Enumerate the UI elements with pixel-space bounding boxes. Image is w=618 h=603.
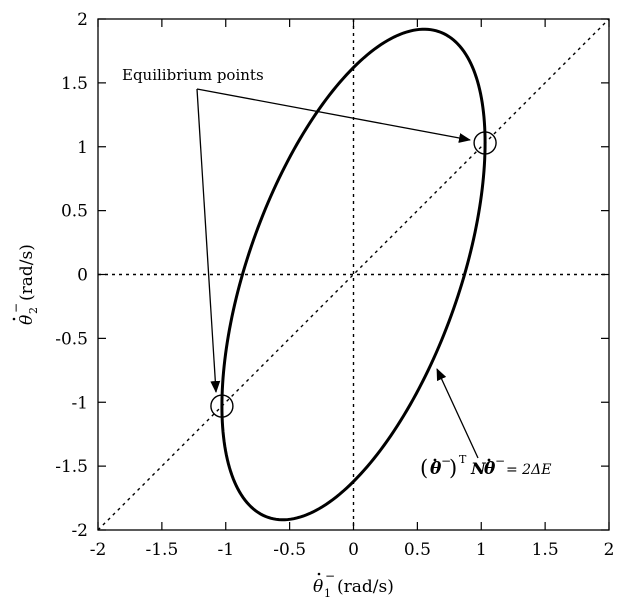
svg-text:−: − xyxy=(441,454,451,468)
y-tick-label: 1.5 xyxy=(61,74,88,94)
x-tick-label: 0.5 xyxy=(404,540,431,560)
svg-text:−: − xyxy=(9,303,23,313)
x-axis-label: θ 1 − (rad/s) xyxy=(313,569,394,600)
plot-frame xyxy=(97,18,610,531)
y-tick-label: -2 xyxy=(71,521,88,541)
y-tick-label: 0 xyxy=(77,266,88,286)
y-tick-label: 1 xyxy=(77,138,88,158)
x-tick-label: -1.5 xyxy=(145,540,178,560)
x-tick-label: 1.5 xyxy=(532,540,559,560)
y-tick-label: -1 xyxy=(71,393,88,413)
x-tick-label: 2 xyxy=(604,540,615,560)
svg-text:θ: θ xyxy=(430,459,442,479)
svg-text:1: 1 xyxy=(324,587,331,600)
svg-text:(rad/s): (rad/s) xyxy=(337,577,394,597)
svg-text:T: T xyxy=(459,453,467,466)
svg-text:−: − xyxy=(495,454,505,468)
equilibrium-point-marker xyxy=(473,131,497,155)
x-tick-label: -1 xyxy=(217,540,234,560)
svg-text:2: 2 xyxy=(27,307,40,314)
svg-text:−: − xyxy=(325,569,335,583)
reference-lines xyxy=(97,18,610,531)
y-tick-label: 2 xyxy=(77,10,88,30)
svg-text:θ: θ xyxy=(17,315,37,325)
x-tick-label: 1 xyxy=(476,540,487,560)
svg-text:= 2ΔE: = 2ΔE xyxy=(506,462,551,478)
equilibrium-label: Equilibrium points xyxy=(122,66,264,84)
equilibrium-point-marker xyxy=(210,394,234,418)
equilibrium-arrow-upper xyxy=(196,88,471,143)
x-tick-label: -2 xyxy=(90,540,107,560)
y-tick-label: 0.5 xyxy=(61,202,88,222)
equation-arrow xyxy=(436,368,479,459)
y-tick-label: -0.5 xyxy=(55,329,88,349)
energy-ellipse xyxy=(220,27,487,522)
y-tick-label: -1.5 xyxy=(55,457,88,477)
svg-text:(rad/s): (rad/s) xyxy=(17,244,37,301)
svg-text:): ) xyxy=(449,456,457,480)
x-tick-label: -0.5 xyxy=(273,540,306,560)
equilibrium-points xyxy=(210,131,497,418)
equilibrium-arrow-lower xyxy=(196,88,221,393)
svg-text:N: N xyxy=(470,459,487,478)
diagonal-reference-line xyxy=(97,18,610,531)
svg-text:θ: θ xyxy=(313,577,323,597)
x-tick-label: 0 xyxy=(348,540,359,560)
tick-labels: -2 -1.5 -1 -0.5 0 0.5 1 1.5 2 -2 -1.5 -1 -0.5 0 0.5 1 1.… xyxy=(55,10,614,560)
svg-text:θ: θ xyxy=(484,459,496,479)
svg-text:(: ( xyxy=(420,456,428,480)
equation-label: ( θ − ) T N θ − = 2ΔE xyxy=(420,453,551,480)
y-axis-label: θ 2 − (rad/s) xyxy=(9,244,40,325)
